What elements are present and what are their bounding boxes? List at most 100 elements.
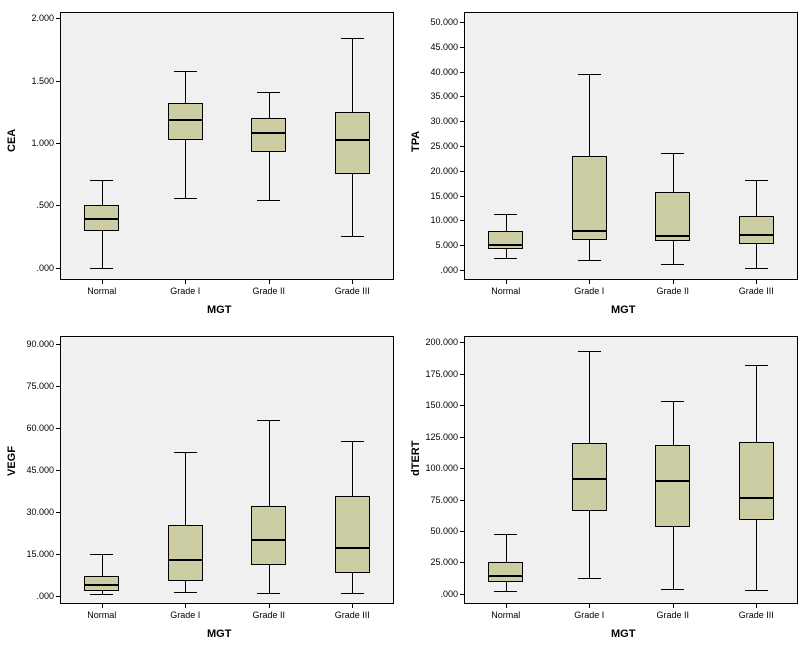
y-tick-mark (460, 531, 464, 532)
y-tick-label: 5.000 (422, 240, 458, 250)
whisker-cap-lower (494, 591, 517, 592)
y-tick-label: 60.000 (18, 423, 54, 433)
whisker-cap-lower (745, 268, 768, 269)
x-tick-mark (756, 280, 757, 284)
x-tick-mark (102, 604, 103, 608)
box (488, 231, 523, 249)
x-tick-mark (102, 280, 103, 284)
whisker-lower (269, 152, 270, 201)
whisker-cap-upper (661, 153, 684, 154)
x-tick-mark (673, 604, 674, 608)
y-tick-label: 1.000 (18, 138, 54, 148)
y-tick-mark (56, 428, 60, 429)
box (655, 445, 690, 527)
whisker-lower (589, 511, 590, 578)
whisker-upper (102, 180, 103, 205)
x-tick-label: Grade III (726, 286, 786, 296)
box (168, 103, 203, 140)
x-tick-mark (589, 280, 590, 284)
y-tick-label: 90.000 (18, 339, 54, 349)
x-tick-label: Grade III (322, 610, 382, 620)
y-tick-mark (460, 196, 464, 197)
panel-vegf: VEGFMGT.00015.00030.00045.00060.00075.00… (2, 326, 402, 646)
y-tick-label: 15.000 (18, 549, 54, 559)
y-tick-mark (460, 500, 464, 501)
whisker-lower (102, 231, 103, 267)
y-tick-mark (56, 143, 60, 144)
whisker-upper (352, 38, 353, 112)
y-tick-mark (460, 374, 464, 375)
whisker-upper (589, 351, 590, 443)
whisker-cap-lower (90, 268, 113, 269)
y-axis-label: dTERT (410, 460, 422, 476)
y-tick-mark (56, 554, 60, 555)
x-tick-label: Grade I (559, 286, 619, 296)
y-tick-label: 100.000 (422, 463, 458, 473)
x-tick-label: Normal (72, 286, 132, 296)
whisker-cap-upper (578, 74, 601, 75)
whisker-upper (185, 71, 186, 103)
y-tick-mark (460, 405, 464, 406)
whisker-cap-lower (90, 594, 113, 595)
whisker-upper (673, 401, 674, 444)
whisker-lower (673, 527, 674, 589)
y-tick-mark (460, 562, 464, 563)
y-tick-label: 45.000 (18, 465, 54, 475)
y-tick-mark (460, 96, 464, 97)
y-tick-label: .000 (422, 589, 458, 599)
x-tick-mark (756, 604, 757, 608)
median-line (84, 584, 119, 586)
whisker-lower (185, 581, 186, 592)
median-line (739, 234, 774, 236)
box (488, 562, 523, 582)
whisker-lower (506, 249, 507, 257)
whisker-cap-lower (494, 258, 517, 259)
y-tick-label: 75.000 (18, 381, 54, 391)
y-tick-label: 2.000 (18, 13, 54, 23)
y-tick-label: 50.000 (422, 17, 458, 27)
x-tick-label: Grade I (559, 610, 619, 620)
y-tick-label: 10.000 (422, 215, 458, 225)
x-tick-label: Normal (72, 610, 132, 620)
x-axis-label: MGT (207, 628, 231, 640)
y-tick-mark (460, 72, 464, 73)
whisker-cap-upper (257, 420, 280, 421)
y-tick-mark (56, 81, 60, 82)
whisker-upper (506, 534, 507, 563)
y-tick-label: 15.000 (422, 191, 458, 201)
whisker-lower (589, 240, 590, 260)
whisker-lower (673, 241, 674, 264)
y-tick-mark (56, 512, 60, 513)
x-tick-mark (185, 604, 186, 608)
y-tick-label: 45.000 (422, 42, 458, 52)
box (251, 118, 286, 152)
y-tick-label: 35.000 (422, 91, 458, 101)
y-tick-mark (56, 344, 60, 345)
y-tick-mark (460, 594, 464, 595)
whisker-lower (352, 174, 353, 236)
x-tick-mark (673, 280, 674, 284)
y-tick-label: 30.000 (18, 507, 54, 517)
whisker-cap-upper (494, 534, 517, 535)
whisker-cap-lower (174, 198, 197, 199)
median-line (488, 575, 523, 577)
box (251, 506, 286, 565)
whisker-lower (185, 140, 186, 197)
box (335, 112, 370, 174)
y-tick-label: 125.000 (422, 432, 458, 442)
whisker-cap-upper (90, 554, 113, 555)
whisker-lower (269, 565, 270, 593)
y-tick-mark (460, 22, 464, 23)
y-tick-mark (56, 205, 60, 206)
median-line (572, 230, 607, 232)
y-tick-mark (56, 268, 60, 269)
x-tick-label: Grade II (239, 610, 299, 620)
y-tick-mark (460, 220, 464, 221)
median-line (251, 132, 286, 134)
x-tick-mark (506, 604, 507, 608)
whisker-cap-lower (257, 593, 280, 594)
y-tick-label: .000 (18, 263, 54, 273)
whisker-cap-lower (257, 200, 280, 201)
y-tick-mark (56, 470, 60, 471)
y-tick-label: .000 (18, 591, 54, 601)
